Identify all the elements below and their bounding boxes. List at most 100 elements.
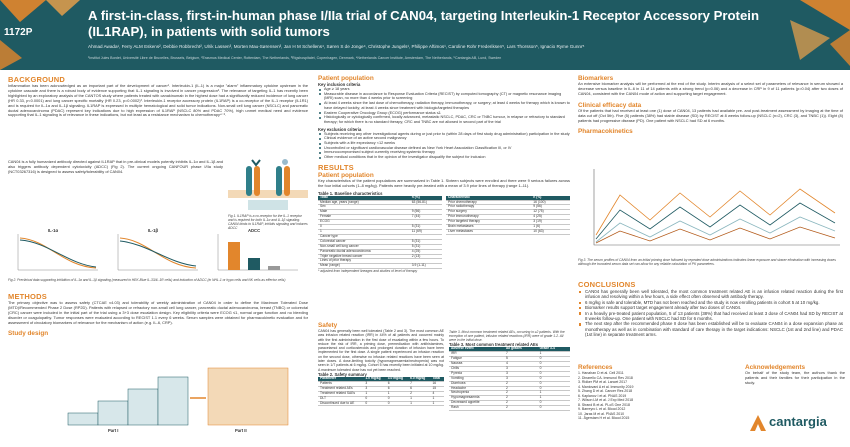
table-cell: Headache (449, 386, 504, 392)
bullet-item: Uncontrolled or significant cardiovascul… (318, 146, 570, 151)
table-row: Total n (%) (318, 195, 442, 201)
table-cell: Grade 3-4 (537, 346, 570, 353)
table-cell: Prior radiotherapy (446, 205, 532, 211)
logo-mark (750, 415, 766, 431)
table-cell: 3 (503, 371, 538, 377)
table: Characteristic n (%) Prior chemotherapy 16 … (446, 195, 570, 235)
table-row: Chills 3 0 (449, 366, 570, 372)
table-cell: Triple negative breast cancer (318, 254, 410, 260)
study-design-diagram (67, 367, 289, 426)
table-cell: 0 (363, 396, 386, 402)
conclusion-item: In a heavily pre-treated patient populat… (578, 311, 843, 322)
paragraph: CAN04 is a fully humanized antibody dire… (8, 159, 223, 174)
table-cell: 0 (537, 366, 570, 372)
table-row: Characteristic n (%) (446, 195, 570, 201)
table-row: Fatigue 5 0 (449, 356, 570, 362)
bullet-item: Subjects with a life expectancy <12 week… (318, 141, 570, 146)
section-heading: RESULTS (318, 162, 354, 172)
table-cell: Discontinued due to AE (318, 401, 364, 407)
table-cell: 0 (537, 381, 570, 387)
table-cell: All grades (503, 346, 538, 353)
table-caption: Table 3. Most common treatment related A… (449, 342, 539, 348)
table-cell: 7 (408, 381, 431, 387)
diagram-label: Part I (108, 428, 119, 433)
chart-label: IL-1α (48, 228, 59, 233)
table-cell: 3 (363, 381, 386, 387)
table-row: Diarrhoea 2 0 (449, 381, 570, 387)
table-cell: Fatigue (449, 356, 504, 362)
table-cell: ECOG (318, 219, 410, 226)
bullet-item: Age ≥ 18 years (318, 87, 570, 92)
logo-text: cantargia (769, 414, 827, 429)
paragraph: Inflammation has been acknowledged as an… (8, 83, 308, 118)
table-cell: Treatment related SAEs (318, 391, 364, 397)
table-cell: 2 (503, 395, 538, 402)
table-row: Neutropenia 2 1 (449, 391, 570, 397)
bullet-item: Clinical evidence of an active second ma… (318, 136, 570, 141)
table-row: Prior chemotherapy 16 (100) (446, 200, 570, 206)
table-cell: 5 (31) (409, 239, 442, 245)
table-cell: Sex (318, 205, 410, 211)
table-cell: Prior targeted therapy (446, 219, 532, 226)
bullet-list: Subjects receiving any other investigati… (318, 132, 570, 160)
table-cell: 2 (503, 391, 538, 397)
table-cell: 3 (363, 386, 386, 392)
table-row: Liver metastases 10 (63) (446, 229, 570, 235)
fig2-charts (17, 234, 298, 271)
figure-caption: Fig 1. IL1RAP is a co-receptor for the I… (228, 214, 308, 231)
table-cell: Colorectal cancer (318, 239, 410, 245)
conclusion-item: Biomarker results support target engagem… (578, 305, 843, 310)
table-cell: 2 (503, 400, 538, 407)
table-cell: IRR (449, 351, 504, 358)
table-cell: 4 (430, 391, 444, 397)
table-row: Prior surgery 12 (75) (446, 209, 570, 216)
table-cell: 15 (430, 386, 444, 392)
affiliations: ¹Institut Jules Bordet, Université Libre… (88, 56, 502, 60)
table-cell: 16 (100) (531, 200, 570, 206)
table-cell: Prior surgery (446, 209, 532, 216)
table-cell: 1 (6) (531, 224, 570, 230)
table-cell: Mean (range) (318, 263, 410, 270)
chart-label: ADCC (248, 228, 261, 233)
table-row: 1 11 (69) (318, 229, 442, 235)
table: Total n (%) Median age, years (range) 63 (5… (318, 195, 442, 270)
table-row: Brain metastases 1 (6) (446, 224, 570, 230)
table-cell: 1 (537, 391, 570, 397)
table-row: Triple negative breast cancer 2 (13) (318, 254, 442, 260)
paragraph: On behalf of the study team, the authors… (745, 370, 845, 385)
table-cell (409, 204, 442, 211)
table-cell: 4 (503, 361, 538, 367)
table-cell: 11 (69) (409, 229, 442, 235)
table-cell: 4 (25) (409, 249, 442, 255)
table-row: Prior targeted therapy 3 (19) (446, 219, 570, 226)
table-cell: Pancreatic ductal adenocarcinoma (318, 249, 410, 255)
table-cell: 2 (408, 391, 431, 397)
table-cell (409, 219, 442, 226)
table-cell: 1 (430, 401, 444, 407)
table-row: Rash 2 0 (449, 405, 570, 412)
table-cell: 1 (318, 229, 410, 235)
table-row: Patients 3 6 7 16 (318, 381, 444, 387)
reference-item: 6. Kaplanov I et al. PNAS 2019 (578, 393, 627, 398)
table-cell: 2 (503, 381, 538, 387)
table-row: Treatment related SAEs 1 1 2 4 (318, 391, 444, 397)
conclusion-item: CAN04 has generally been well tolerated,… (578, 289, 843, 300)
bullet-list: CAN04 has generally been well tolerated,… (578, 289, 843, 338)
table-row: DLT 0 0 1 1 (318, 396, 444, 402)
table-cell: 0 (385, 401, 409, 407)
reference-item: 1. Hanahan D et al. Cell 2011 (578, 371, 624, 375)
table-cell: Treatment related AEs (318, 386, 364, 392)
subheading: Study design (8, 329, 49, 337)
table-cell: Decreased appetite (449, 400, 504, 407)
table-cell: 9 (56) (409, 209, 442, 216)
table-row: Prior radiotherapy 9 (56) (446, 205, 570, 211)
table-cell: n (%) (531, 195, 570, 201)
section-heading: Safety (318, 322, 338, 329)
table-row: Headache 2 0 (449, 386, 570, 392)
table-cell: Prior immunotherapy (446, 214, 532, 221)
table-cell: 9 (56) (531, 205, 570, 211)
table-cell: 3 (503, 366, 538, 372)
table-cell: 1 (408, 401, 431, 407)
table-row: Colorectal cancer 5 (31) (318, 239, 442, 245)
